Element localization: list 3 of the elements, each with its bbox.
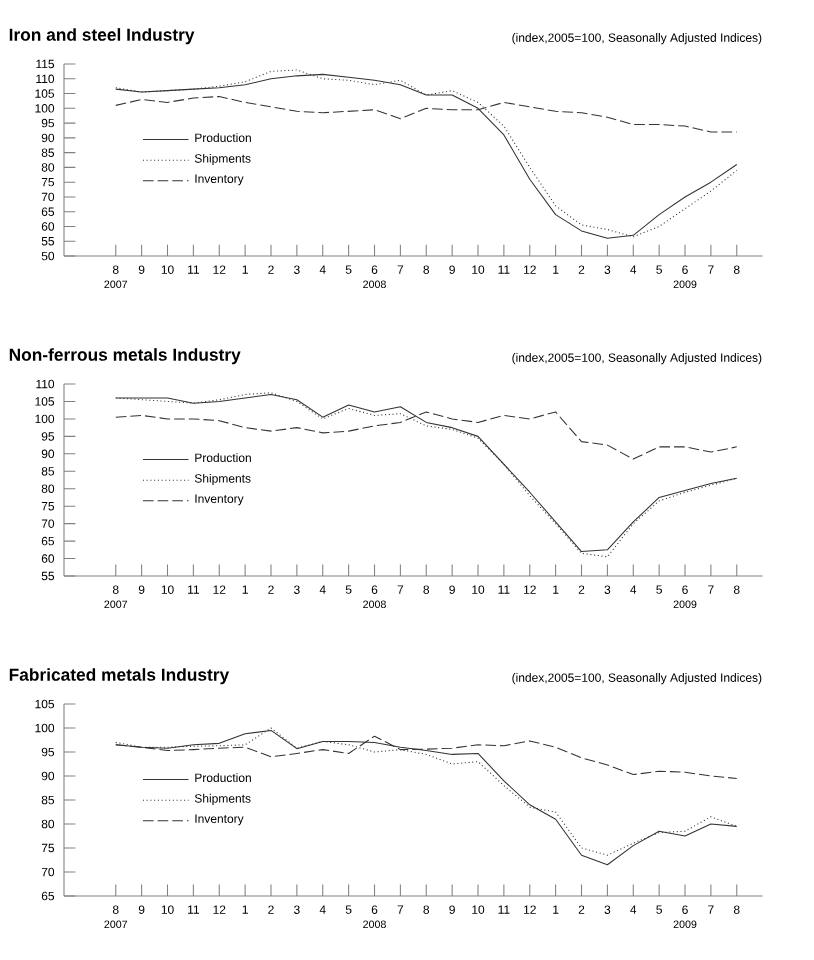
chart-title: Non-ferrous metals Industry: [9, 348, 241, 365]
chart-title: Fabricated metals Industry: [9, 668, 230, 685]
chart-title: Iron and steel Industry: [9, 28, 195, 45]
